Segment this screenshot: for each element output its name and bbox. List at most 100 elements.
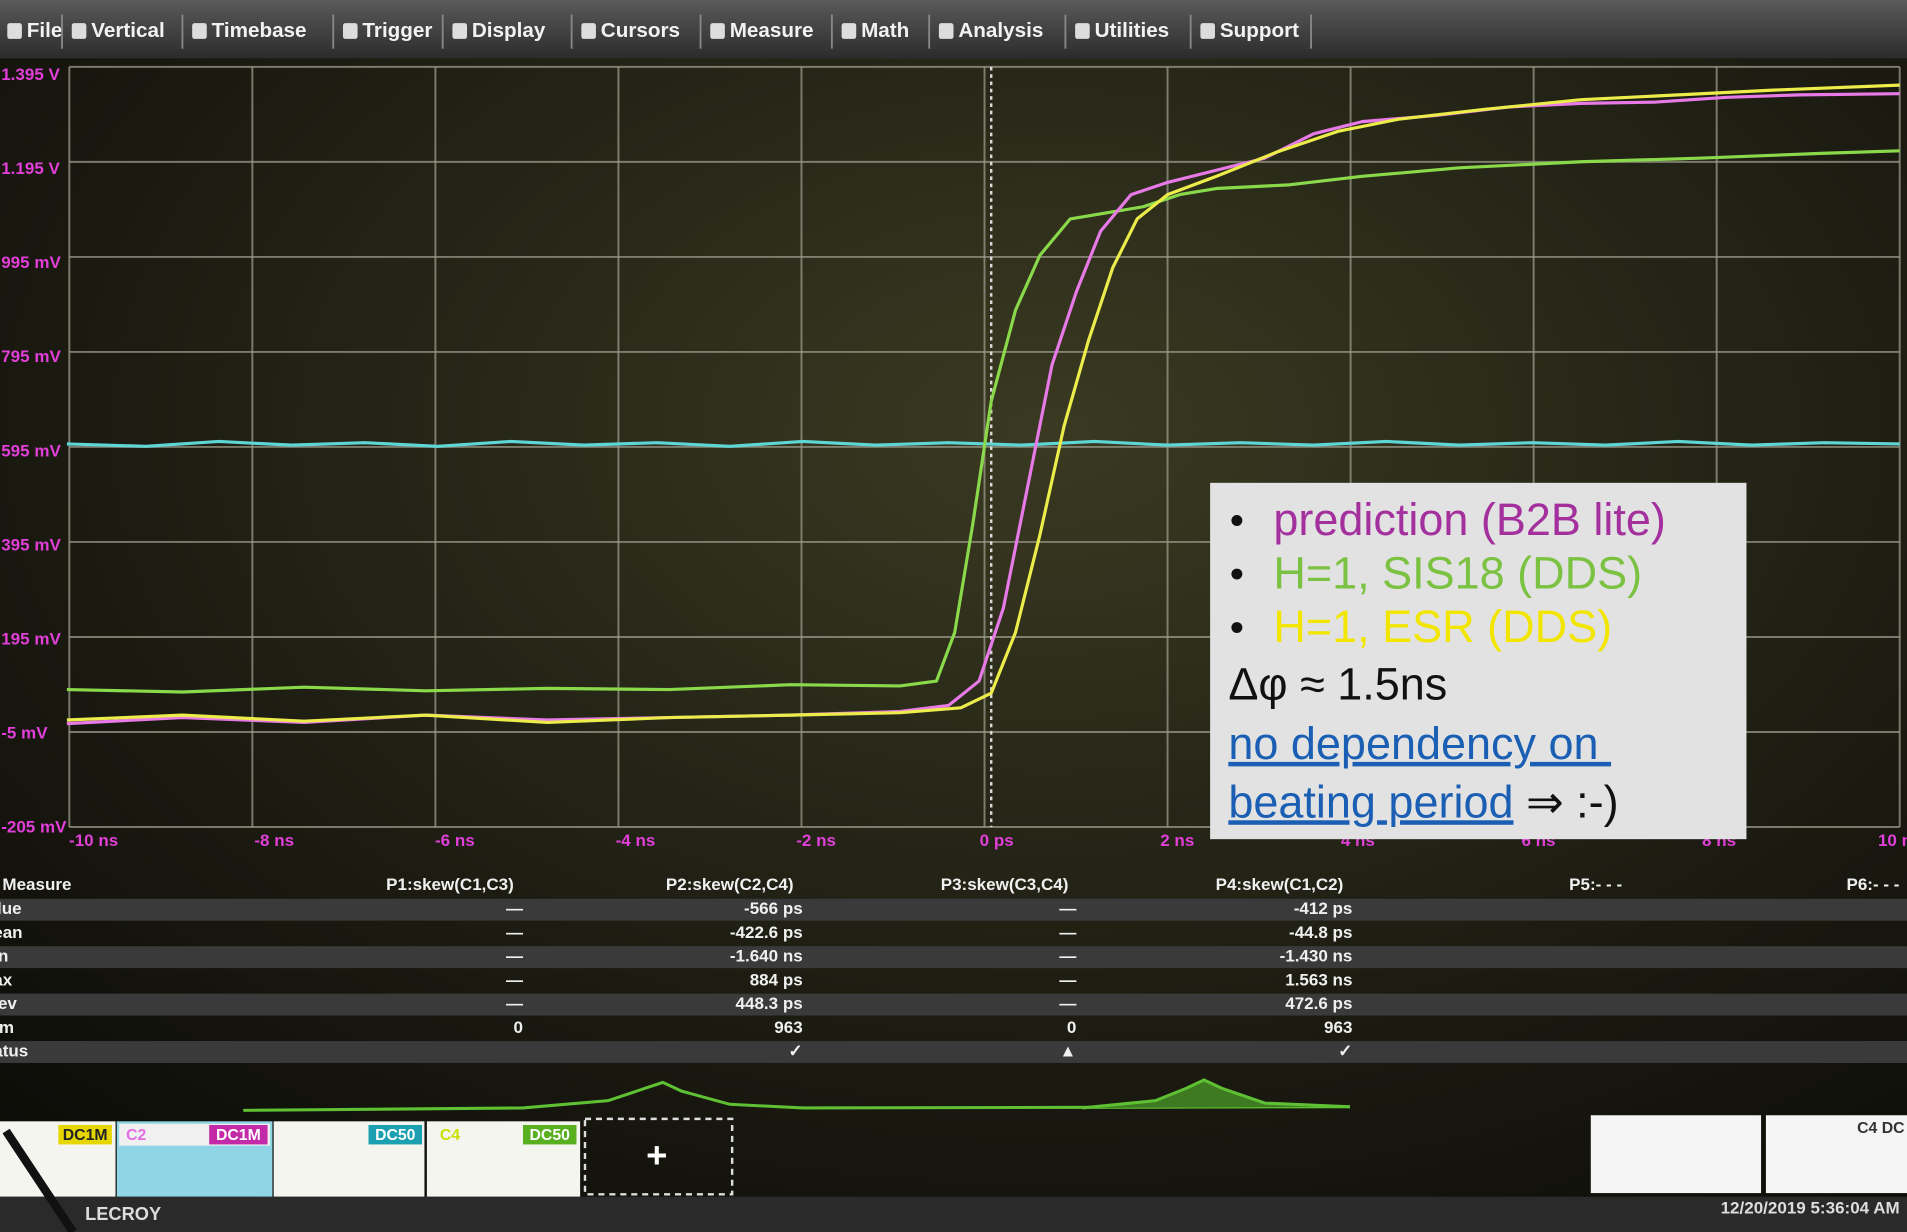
menu-icon [710, 23, 725, 39]
suffix: ⇒ :-) [1514, 776, 1619, 827]
table-cell: 1.563 ns [1285, 970, 1352, 989]
table-cell: 472.6 ps [1285, 994, 1352, 1013]
table-cell: -422.6 ps [730, 923, 803, 942]
y-axis-label: 195 mV [1, 630, 61, 649]
table-cell: -412 ps [1294, 899, 1353, 918]
table-cell: -1.640 ns [730, 947, 803, 966]
note: Δφ ≈ 1.5ns [1228, 658, 1447, 709]
scope-screen: File Vertical Timebase Trigger Display Cursor… [0, 0, 1907, 1232]
table-cell: — [506, 970, 524, 989]
link-line[interactable]: no dependency on [1228, 718, 1611, 769]
table-cell: -566 ps [744, 899, 803, 918]
menu-item[interactable]: Cursors [601, 19, 680, 42]
menu-icon [1200, 23, 1215, 39]
table-row-band [0, 1041, 1907, 1063]
add-button[interactable]: + [646, 1134, 667, 1175]
row-label: mean [0, 923, 23, 942]
channel-label: C2 [126, 1127, 146, 1144]
y-axis-label: 995 mV [1, 253, 61, 272]
menu-icon [7, 23, 22, 39]
table-cell: — [506, 899, 524, 918]
row-label: value [0, 899, 22, 918]
table-cell: — [506, 947, 524, 966]
y-axis-label: 395 mV [1, 535, 61, 554]
table-row-band [0, 946, 1907, 968]
menu-item[interactable]: Measure [730, 19, 814, 42]
table-cell: — [506, 994, 524, 1013]
y-axis-label: 795 mV [1, 347, 61, 366]
info-box [1591, 1115, 1761, 1193]
table-cell: ✓ [788, 1042, 802, 1061]
x-axis-label: 0 ps [980, 831, 1014, 850]
table-cell: — [1059, 923, 1077, 942]
table-cell: 0 [1067, 1018, 1076, 1037]
row-label: num [0, 1018, 14, 1037]
table-row-band [0, 994, 1907, 1016]
table-cell: -44.8 ps [1289, 923, 1352, 942]
table-cell: — [1059, 970, 1077, 989]
channel-label: DC50 [530, 1127, 571, 1144]
channel-label: DC1M [216, 1127, 261, 1144]
y-axis-label: 1.195 V [1, 159, 60, 178]
menu-item[interactable]: Utilities [1095, 19, 1170, 42]
legend-item: H=1, ESR (DDS) [1273, 601, 1612, 652]
table-cell: 884 ps [750, 970, 803, 989]
legend-item: prediction (B2B lite) [1273, 494, 1666, 545]
body: {"menu": ["File", "Vertical", "Timebase"… [0, 0, 1907, 1232]
legend-item: H=1, SIS18 (DDS) [1273, 548, 1642, 599]
channel-label: DC1M [63, 1127, 108, 1144]
link-line: beating period ⇒ :-) [1228, 776, 1618, 827]
y-axis-label: 1.395 V [1, 65, 60, 84]
bullet [1231, 515, 1242, 526]
menu-item[interactable]: Analysis [958, 19, 1043, 42]
timestamp: 12/20/2019 5:36:04 AM [1721, 1198, 1900, 1217]
menu-icon [452, 23, 467, 39]
menu-item[interactable]: Trigger [362, 19, 432, 42]
bullet [1231, 569, 1242, 580]
row-label: sdev [0, 994, 17, 1013]
x-axis-label: 2 ns [1160, 831, 1194, 850]
menu-item[interactable]: Display [472, 19, 546, 42]
x-axis-label: -2 ns [796, 831, 836, 850]
menu-icon [1075, 23, 1090, 39]
menu-icon [343, 23, 358, 39]
table-header: P3:skew(C3,C4) [941, 875, 1069, 894]
y-axis-label: -205 mV [1, 818, 67, 837]
table-header: P5:- - - [1569, 875, 1622, 894]
channel-label: C4 [440, 1127, 460, 1144]
menu-item[interactable]: Timebase [212, 19, 307, 42]
menu-icon [842, 23, 857, 39]
table-cell: 963 [774, 1018, 802, 1037]
y-axis-label: 595 mV [1, 441, 61, 460]
table-cell: — [1059, 899, 1077, 918]
table-cell: ▲ [1059, 1042, 1076, 1061]
x-axis-label: -6 ns [435, 831, 475, 850]
table-cell: 448.3 ps [736, 994, 803, 1013]
menu-item[interactable]: File [27, 19, 63, 42]
page: html, body { margin: 0; padding: 0; widt… [0, 0, 1907, 1232]
table-header: Measure [2, 875, 71, 894]
menu-item[interactable]: Vertical [91, 19, 165, 42]
brand: LECROY [85, 1203, 161, 1224]
row-label: min [0, 947, 8, 966]
channel-label: DC50 [375, 1127, 416, 1144]
bullet [1231, 622, 1242, 633]
table-cell: ✓ [1338, 1042, 1352, 1061]
table-cell: -1.430 ns [1280, 947, 1353, 966]
status-bar [0, 1197, 1907, 1232]
table-cell: — [1059, 947, 1077, 966]
menu-item[interactable]: Math [861, 19, 909, 42]
table-cell: 0 [513, 1018, 522, 1037]
y-axis-label: -5 mV [1, 724, 48, 743]
row-label: status [0, 1042, 28, 1061]
table-header: P4:skew(C1,C2) [1216, 875, 1344, 894]
link[interactable]: beating period [1228, 776, 1513, 827]
menu-icon [939, 23, 954, 39]
menu-item[interactable]: Support [1220, 19, 1299, 42]
menu-icon [192, 23, 207, 39]
table-row-band [0, 899, 1907, 921]
menu-icon [581, 23, 596, 39]
corner-label: C4 DC [1857, 1120, 1904, 1137]
annotation-box: prediction (B2B lite)H=1, SIS18 (DDS)H=1… [1210, 483, 1746, 839]
table-cell: — [1059, 994, 1077, 1013]
